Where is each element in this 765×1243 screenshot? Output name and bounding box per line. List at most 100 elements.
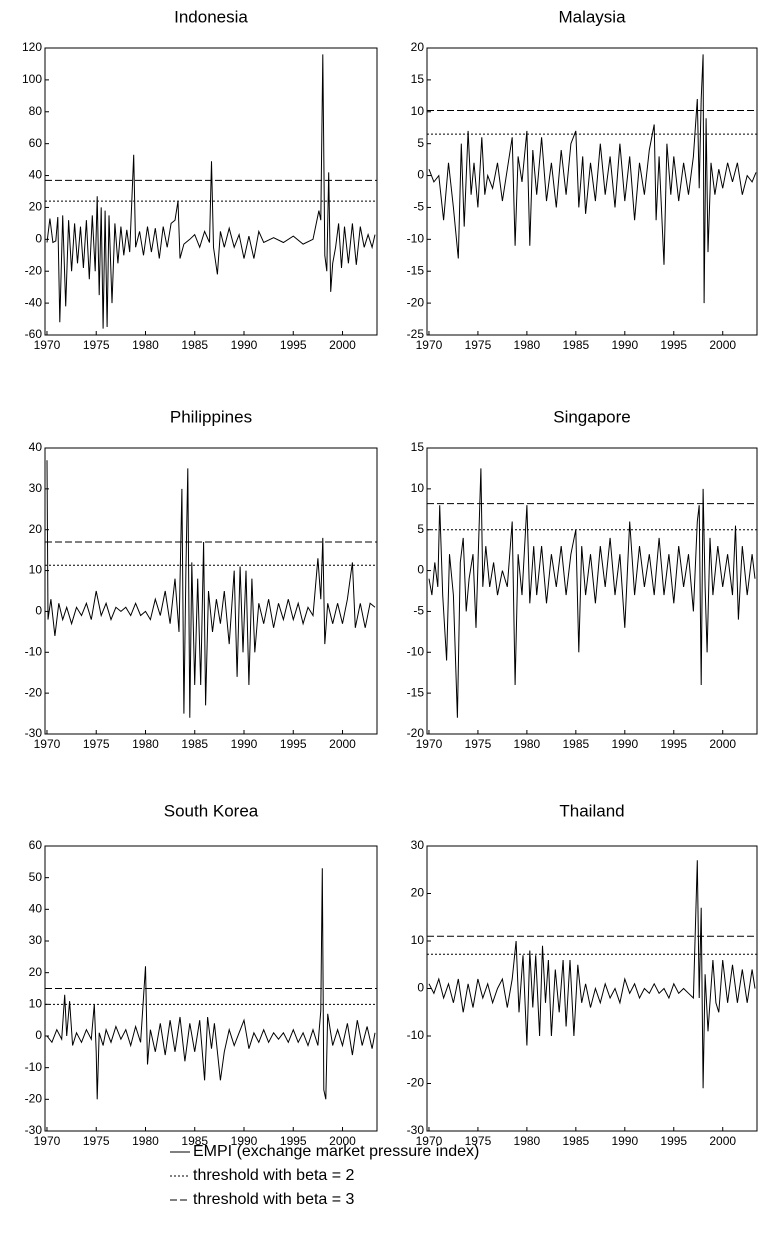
y-tick-label: -40 (25, 295, 43, 309)
x-tick-label: 1980 (132, 1134, 159, 1148)
x-tick-label: 1975 (83, 338, 110, 352)
plot-frame (426, 447, 758, 735)
y-tick-label: -20 (407, 726, 425, 740)
y-tick-label: 5 (417, 136, 424, 150)
empi-line (46, 54, 376, 329)
y-tick-label: 40 (29, 440, 43, 454)
y-tick-label: 10 (411, 104, 425, 118)
x-tick-label: 1990 (231, 1134, 258, 1148)
empi-line (428, 860, 756, 1089)
y-tick-label: -5 (413, 604, 424, 618)
x-tick-label: 2000 (709, 1134, 736, 1148)
x-tick-label: 1985 (181, 338, 208, 352)
y-tick-label: -15 (407, 263, 425, 277)
x-tick-label: 1985 (562, 737, 589, 751)
y-tick-label: -5 (413, 200, 424, 214)
y-tick-label: 40 (29, 168, 43, 182)
y-tick-label: 20 (29, 200, 43, 214)
y-tick-label: 80 (29, 104, 43, 118)
y-tick-label: 100 (22, 72, 42, 86)
y-tick-label: -60 (25, 327, 43, 341)
x-tick-label: 2000 (709, 338, 736, 352)
y-tick-label: -30 (25, 1123, 43, 1137)
x-tick-label: 2000 (329, 338, 356, 352)
empi-line (428, 54, 757, 304)
empi-line (46, 460, 376, 718)
y-tick-label: 10 (411, 481, 425, 495)
x-tick-label: 1995 (280, 338, 307, 352)
y-tick-label: 10 (29, 997, 43, 1011)
y-tick-label: -10 (407, 232, 425, 246)
y-tick-label: 60 (29, 136, 43, 150)
y-tick-label: 0 (417, 981, 424, 995)
y-tick-label: -25 (407, 327, 425, 341)
x-tick-label: 1975 (465, 338, 492, 352)
chart-title: Singapore (553, 407, 631, 426)
x-tick-label: 1980 (132, 737, 159, 751)
y-tick-label: -20 (407, 295, 425, 309)
x-tick-label: 1980 (514, 737, 541, 751)
y-tick-label: 60 (29, 838, 43, 852)
x-tick-label: 1990 (611, 1134, 638, 1148)
x-tick-label: 1995 (660, 1134, 687, 1148)
x-tick-label: 1985 (181, 737, 208, 751)
y-tick-label: -15 (407, 685, 425, 699)
y-tick-label: -20 (407, 1076, 425, 1090)
y-tick-label: 15 (411, 72, 425, 86)
y-tick-label: 30 (411, 838, 425, 852)
x-tick-label: 1975 (465, 1134, 492, 1148)
legend-label: threshold with beta = 2 (193, 1167, 355, 1184)
x-tick-label: 1995 (280, 1134, 307, 1148)
x-tick-label: 1990 (231, 338, 258, 352)
y-tick-label: 40 (29, 902, 43, 916)
x-tick-label: 1990 (611, 338, 638, 352)
y-tick-label: -20 (25, 263, 43, 277)
x-tick-label: 1970 (34, 1134, 61, 1148)
y-tick-label: -30 (407, 1123, 425, 1137)
x-tick-label: 1995 (280, 737, 307, 751)
y-tick-label: -10 (407, 644, 425, 658)
y-tick-label: 0 (35, 604, 42, 618)
y-tick-label: 15 (411, 440, 425, 454)
legend-label: EMPI (exchange market pressure index) (193, 1143, 479, 1160)
chart-title: Philippines (170, 407, 252, 426)
x-tick-label: 1975 (83, 1134, 110, 1148)
x-tick-label: 1970 (416, 1134, 443, 1148)
y-tick-label: -20 (25, 685, 43, 699)
x-tick-label: 1980 (514, 1134, 541, 1148)
x-tick-label: 2000 (329, 737, 356, 751)
x-tick-label: 1970 (416, 737, 443, 751)
y-tick-label: 20 (411, 40, 425, 54)
x-tick-label: 1980 (514, 338, 541, 352)
x-tick-label: 1995 (660, 737, 687, 751)
chart-title: Thailand (559, 801, 624, 820)
x-tick-label: 1970 (34, 338, 61, 352)
chart-title: Malaysia (558, 7, 626, 26)
y-tick-label: 0 (417, 168, 424, 182)
x-tick-label: 1995 (660, 338, 687, 352)
y-tick-label: 20 (29, 965, 43, 979)
y-tick-label: 120 (22, 40, 42, 54)
plot-frame (44, 47, 378, 336)
y-tick-label: -20 (25, 1092, 43, 1106)
y-tick-label: 30 (29, 933, 43, 947)
x-tick-label: 1970 (416, 338, 443, 352)
chart-title: Indonesia (174, 7, 248, 26)
legend-label: threshold with beta = 3 (193, 1191, 355, 1208)
plot-frame (426, 47, 758, 336)
x-tick-label: 1970 (34, 737, 61, 751)
y-tick-label: 10 (29, 563, 43, 577)
y-tick-label: 0 (35, 1028, 42, 1042)
chart-title: South Korea (164, 801, 259, 820)
y-tick-label: 0 (417, 563, 424, 577)
y-tick-label: 20 (29, 522, 43, 536)
x-tick-label: 2000 (709, 737, 736, 751)
x-tick-label: 1980 (132, 338, 159, 352)
y-tick-label: -10 (25, 1060, 43, 1074)
x-tick-label: 2000 (329, 1134, 356, 1148)
y-tick-label: 0 (35, 232, 42, 246)
y-tick-label: -10 (407, 1028, 425, 1042)
x-tick-label: 1990 (611, 737, 638, 751)
y-tick-label: 30 (29, 481, 43, 495)
